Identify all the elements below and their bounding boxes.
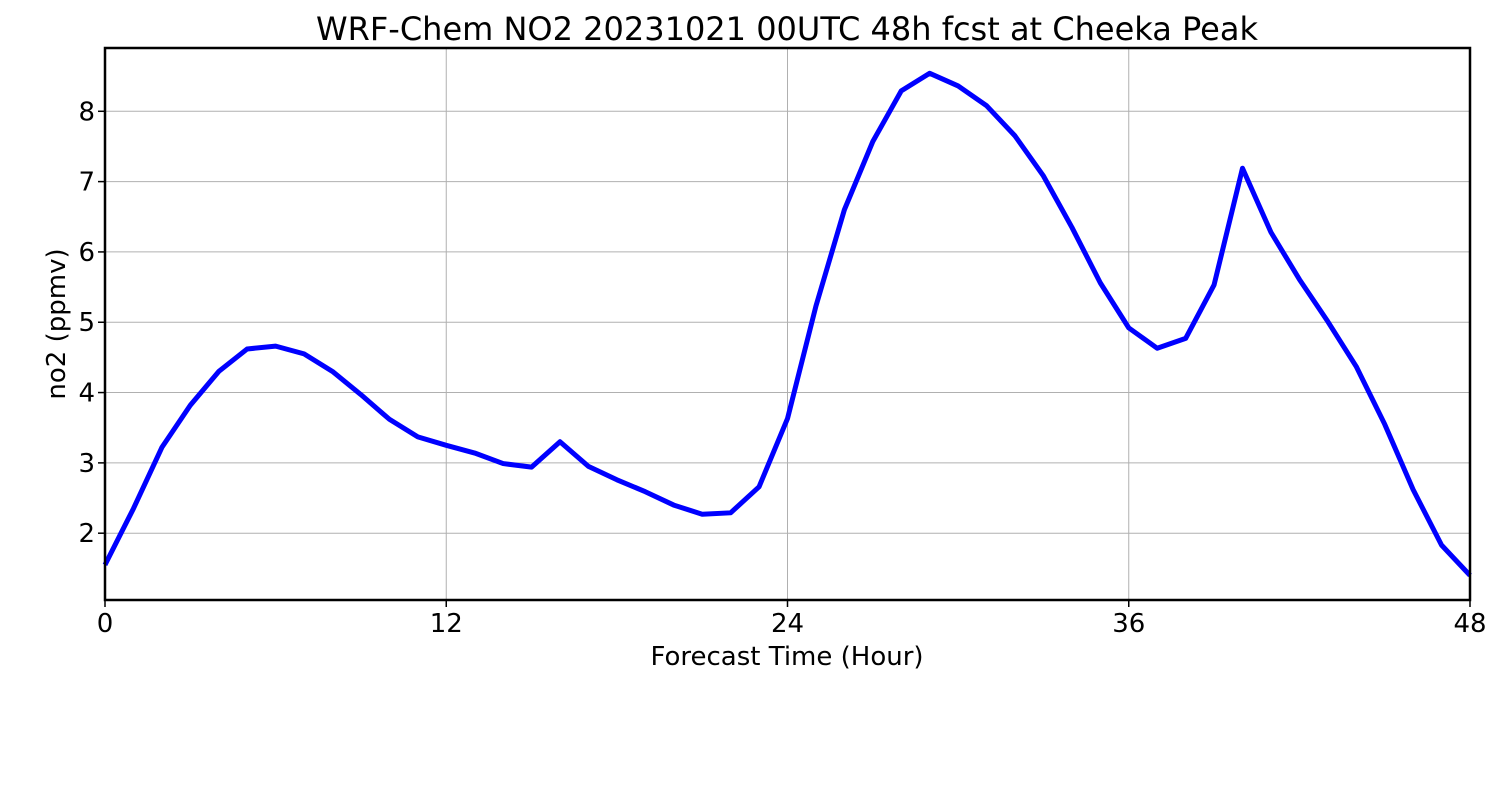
y-tick-label: 3	[78, 449, 95, 479]
x-tick-label: 36	[1112, 609, 1145, 639]
x-tick-label: 24	[771, 609, 804, 639]
no2-series-line	[102, 70, 1472, 578]
y-tick-label: 2	[78, 519, 95, 549]
chart-title: WRF-Chem NO2 20231021 00UTC 48h fcst at …	[316, 10, 1258, 48]
y-tick-label: 7	[78, 168, 95, 198]
x-tick-label: 12	[430, 609, 463, 639]
y-tick-label: 4	[78, 379, 95, 409]
x-tick-label: 48	[1453, 609, 1486, 639]
y-tick-label: 8	[78, 97, 95, 127]
series-layer	[102, 70, 1472, 578]
y-tick-label: 5	[78, 308, 95, 338]
y-axis-label: no2 (ppmv)	[42, 248, 72, 399]
ticks: 0 12 24 36 48 2 3 4 5 6 7 8	[78, 97, 1486, 639]
y-tick-label: 6	[78, 238, 95, 268]
x-tick-label: 0	[97, 609, 114, 639]
x-axis-label: Forecast Time (Hour)	[650, 642, 923, 672]
